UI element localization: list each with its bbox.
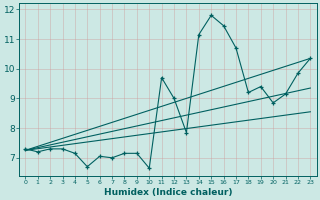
X-axis label: Humidex (Indice chaleur): Humidex (Indice chaleur) bbox=[104, 188, 232, 197]
